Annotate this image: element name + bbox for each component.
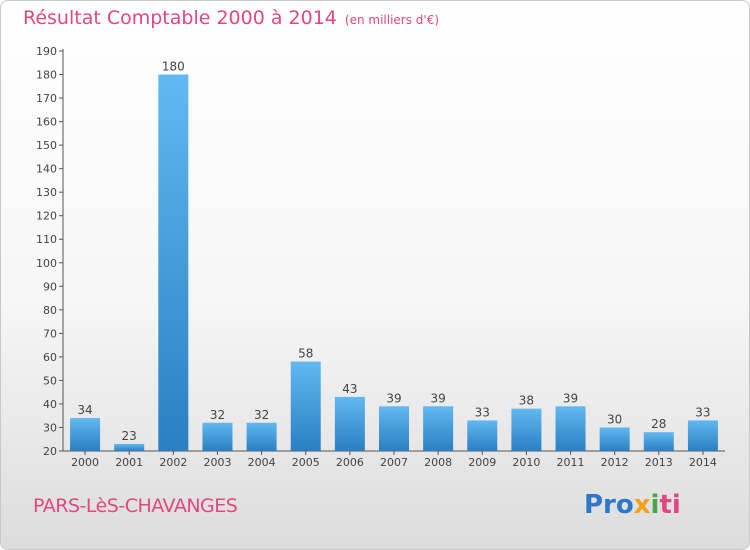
chart-bars xyxy=(70,74,718,451)
x-tick-label: 2006 xyxy=(336,456,364,469)
logo-part-1: Pro xyxy=(584,490,634,520)
x-tick-label: 2003 xyxy=(203,456,231,469)
bar xyxy=(379,406,409,451)
x-tick-label: 2005 xyxy=(292,456,320,469)
bar xyxy=(158,74,189,451)
bar xyxy=(599,427,630,451)
y-tick-label: 50 xyxy=(43,374,57,387)
data-label: 58 xyxy=(298,347,313,361)
chart-subtitle: (en milliers d'€) xyxy=(344,13,440,27)
y-tick-label: 90 xyxy=(43,280,57,293)
y-tick-label: 140 xyxy=(36,163,57,176)
data-label: 32 xyxy=(254,408,269,422)
y-tick-label: 130 xyxy=(36,186,57,199)
x-tick-label: 2000 xyxy=(71,456,99,469)
y-tick-label: 160 xyxy=(36,116,57,129)
bar xyxy=(467,420,498,451)
y-tick-label: 120 xyxy=(36,210,57,223)
data-label: 30 xyxy=(607,412,622,426)
y-tick-label: 40 xyxy=(43,398,57,411)
chart-data-labels: 34 23 180 32 32 58 43 39 39 33 38 39 30 28 33 xyxy=(77,60,710,443)
y-tick-label: 80 xyxy=(43,304,57,317)
data-label: 38 xyxy=(519,394,534,408)
data-label: 34 xyxy=(77,403,92,417)
y-tick-label: 180 xyxy=(36,69,57,82)
bar xyxy=(202,422,233,451)
bar xyxy=(423,406,454,451)
data-label: 28 xyxy=(651,417,666,431)
bar xyxy=(511,408,542,451)
x-tick-label: 2010 xyxy=(512,456,540,469)
y-tick-label: 190 xyxy=(36,45,57,58)
data-label: 43 xyxy=(342,382,357,396)
chart-title: Résultat Comptable 2000 à 2014 xyxy=(23,7,337,29)
bar xyxy=(334,396,365,451)
x-tick-label: 2012 xyxy=(601,456,629,469)
chart-title-row: Résultat Comptable 2000 à 2014 (en millie… xyxy=(23,7,439,29)
logo-part-2: x xyxy=(633,490,651,520)
y-tick-label: 100 xyxy=(36,257,57,270)
y-tick-label: 70 xyxy=(43,327,57,340)
bar xyxy=(687,420,718,451)
x-tick-label: 2007 xyxy=(380,456,408,469)
y-tick-label: 20 xyxy=(43,445,57,458)
proxiti-logo[interactable]: Proxiti xyxy=(584,490,681,520)
x-tick-label: 2009 xyxy=(468,456,496,469)
y-tick-label: 30 xyxy=(43,421,57,434)
logo-part-4: ti xyxy=(659,490,681,520)
data-label: 23 xyxy=(122,429,137,443)
data-label: 32 xyxy=(210,408,225,422)
bar xyxy=(555,406,586,451)
data-label: 39 xyxy=(386,391,401,405)
bar xyxy=(114,443,145,451)
commune-name: PARS-LèS-CHAVANGES xyxy=(33,495,238,517)
bar xyxy=(246,422,277,451)
data-label: 33 xyxy=(475,405,490,419)
y-tick-label: 110 xyxy=(36,233,57,246)
logo-part-3: i xyxy=(650,490,660,520)
data-label: 180 xyxy=(162,60,185,74)
data-label: 33 xyxy=(695,405,710,419)
x-tick-label: 2008 xyxy=(424,456,452,469)
x-tick-label: 2001 xyxy=(115,456,143,469)
x-tick-label: 2004 xyxy=(248,456,276,469)
y-tick-label: 150 xyxy=(36,139,57,152)
y-tick-label: 170 xyxy=(36,92,57,105)
bar xyxy=(290,361,321,451)
data-label: 39 xyxy=(563,391,578,405)
chart-axes: 20 30 40 50 60 70 80 90 100 110 120 130 140 150 160 170… xyxy=(36,45,725,469)
y-tick-label: 60 xyxy=(43,351,57,364)
x-tick-label: 2014 xyxy=(689,456,717,469)
bar xyxy=(643,432,674,451)
bar xyxy=(70,418,101,451)
x-tick-label: 2011 xyxy=(557,456,585,469)
x-tick-label: 2013 xyxy=(645,456,673,469)
x-tick-label: 2002 xyxy=(159,456,187,469)
data-label: 39 xyxy=(430,391,445,405)
